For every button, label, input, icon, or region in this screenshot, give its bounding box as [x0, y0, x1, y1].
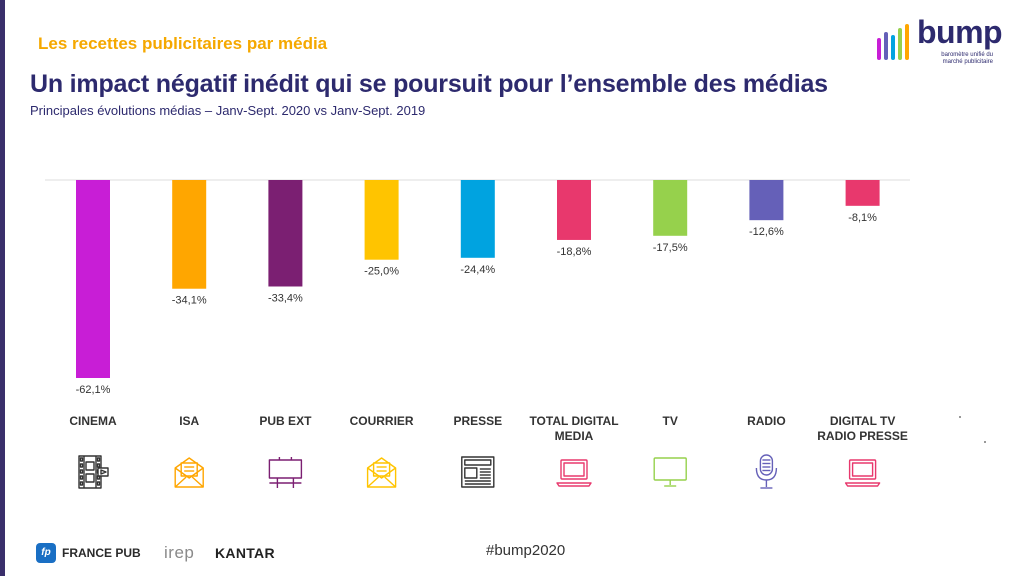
laptop-icon: [844, 459, 881, 487]
bump-logo: bump baromètre unifié du marché publicit…: [875, 14, 1015, 74]
film-strip-icon: [78, 455, 109, 489]
bar: [845, 180, 880, 206]
bump-logo-tagline: baromètre unifié du marché publicitaire: [941, 52, 993, 65]
category-label: DIGITAL TV: [830, 414, 896, 428]
decorative-dot: [959, 416, 961, 418]
bar: [749, 180, 784, 221]
data-label: -62,1%: [76, 384, 111, 396]
data-label: -12,6%: [749, 226, 784, 238]
category-label: RADIO: [747, 414, 786, 428]
irep-logo: irep: [164, 543, 195, 562]
bar: [653, 180, 688, 236]
newspaper-icon: [461, 456, 495, 488]
data-label: -33,4%: [268, 292, 303, 304]
data-label: -18,8%: [557, 246, 592, 258]
page-subtitle: Principales évolutions médias – Janv-Sep…: [30, 103, 426, 118]
bar: [460, 180, 495, 258]
monitor-icon: [653, 457, 687, 487]
category-label: PRESSE: [453, 414, 502, 428]
france-pub-logo-mark: fp: [36, 543, 56, 563]
billboard-icon: [268, 457, 303, 488]
category-label: CINEMA: [69, 414, 117, 428]
page-title: Un impact négatif inédit qui se poursuit…: [30, 70, 828, 98]
bump-logo-bars-icon: [877, 24, 909, 60]
category-label: TV: [663, 414, 678, 428]
bar: [172, 180, 207, 289]
category-label: ISA: [179, 414, 199, 428]
bar: [268, 180, 303, 287]
data-label: -24,4%: [460, 264, 495, 276]
data-label: -25,0%: [364, 266, 399, 278]
left-accent-rule: [0, 0, 5, 576]
section-title: Les recettes publicitaires par média: [38, 34, 328, 53]
data-label: -17,5%: [653, 242, 688, 254]
data-label: -8,1%: [848, 212, 877, 224]
bump-logo-word: bump: [917, 14, 1003, 50]
kantar-logo: KANTAR: [215, 545, 275, 561]
category-label: RADIO PRESSE: [817, 429, 908, 443]
laptop-icon: [556, 459, 592, 487]
france-pub-logo: FRANCE PUB: [62, 546, 141, 560]
category-label: COURRIER: [350, 414, 414, 428]
microphone-icon: [755, 454, 778, 489]
bar: [76, 180, 110, 378]
category-label: TOTAL DIGITAL: [529, 414, 618, 428]
data-label: -34,1%: [172, 295, 207, 307]
bar: [364, 180, 399, 260]
category-label: MEDIA: [555, 429, 594, 443]
mail-envelope-icon: [366, 457, 397, 488]
hashtag: #bump2020: [486, 542, 566, 559]
bar: [557, 180, 591, 240]
mail-envelope-icon: [174, 457, 204, 488]
decorative-dot: [984, 441, 986, 443]
category-label: PUB EXT: [259, 414, 312, 428]
